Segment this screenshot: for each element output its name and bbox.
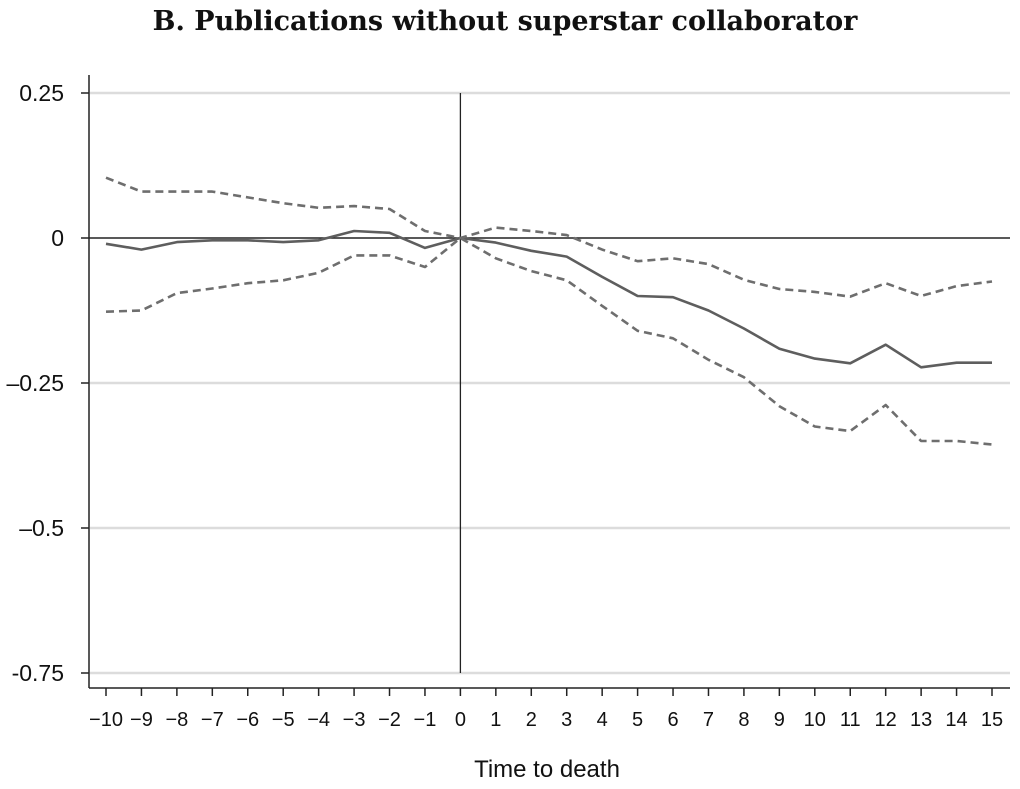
chart-title: B. Publications without superstar collab… (152, 6, 858, 37)
x-tick-label: −6 (236, 709, 259, 731)
x-tick-label: 2 (526, 709, 537, 731)
grid-lines (90, 91, 1010, 675)
x-tick-label: 0 (455, 709, 466, 731)
estimate-line (105, 229, 992, 369)
reference-lines (89, 93, 1010, 673)
series-lines (105, 176, 993, 446)
x-tick-label: 4 (597, 709, 608, 731)
x-tick-label: −5 (272, 709, 295, 731)
x-tick-label: 14 (945, 709, 967, 731)
y-tick-label: 0.25 (19, 80, 64, 106)
x-tick-label: 13 (910, 709, 932, 731)
y-tick-labels: 0.25 0 –0.25 –0.5 -0.75 (6, 80, 64, 686)
x-tick-label: −7 (201, 709, 224, 731)
x-tick-label: 5 (632, 709, 643, 731)
x-tick-label: 8 (738, 709, 749, 731)
x-tick-label: 7 (703, 709, 714, 731)
x-tick-label: 15 (981, 709, 1003, 731)
y-tick-label: 0 (51, 225, 64, 251)
x-tick-label: 6 (667, 709, 678, 731)
lower-confidence-line (105, 236, 993, 446)
upper-confidence-line (105, 176, 993, 298)
x-tick-labels: −10 −9 −8 −7 −6 −5 −4 −3 −2 −1 0 1 2 3 4 5 6 7 8 9 10 11 12 13 1… (89, 709, 1003, 731)
x-tick-label: 9 (774, 709, 785, 731)
x-tick-label: 1 (490, 709, 501, 731)
x-tick-label: −9 (130, 709, 153, 731)
x-tick-label: −2 (378, 709, 401, 731)
y-tick-label: –0.5 (19, 515, 64, 541)
y-tick-label: –0.25 (6, 370, 64, 396)
x-tick-label: −1 (414, 709, 437, 731)
axes (81, 75, 1010, 696)
y-tick-label: -0.75 (12, 660, 64, 686)
x-tick-label: −4 (307, 709, 330, 731)
x-tick-label: −3 (343, 709, 366, 731)
x-axis-title: Time to death (474, 756, 620, 783)
x-tick-label: 12 (875, 709, 897, 731)
x-tick-label: −10 (89, 709, 123, 731)
x-tick-label: 11 (840, 709, 861, 731)
x-tick-label: −8 (165, 709, 188, 731)
x-tick-label: 3 (561, 709, 572, 731)
x-tick-label: 10 (804, 709, 826, 731)
